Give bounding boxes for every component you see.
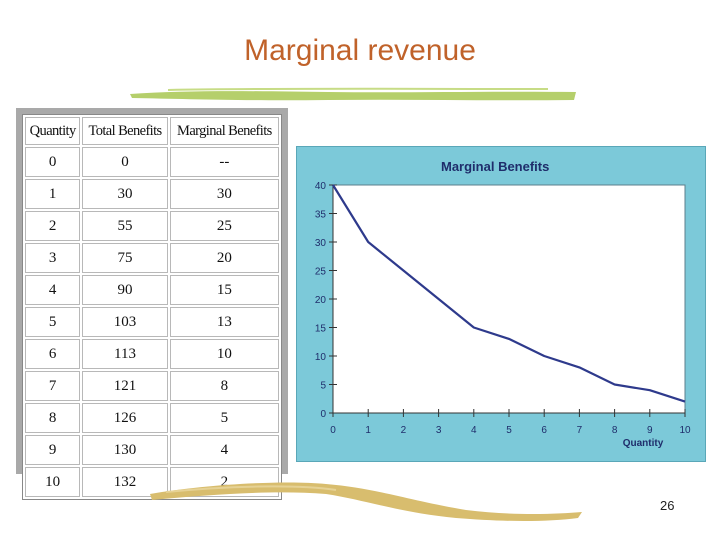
marginal-benefits-cell: 25 <box>169 211 279 241</box>
x-axis-label: Quantity <box>623 438 664 449</box>
quantity-cell: 6 <box>25 339 81 369</box>
marginal-benefits-cell: 2 <box>169 467 279 497</box>
y-tick-label: 40 <box>315 181 327 192</box>
slide-title: Marginal revenue <box>244 34 476 67</box>
marginal-benefits-cell: 5 <box>169 403 279 433</box>
marginal-benefits-cell: 10 <box>169 339 279 369</box>
table-header-row: Quantity Total Benefits Marginal Benefit… <box>25 117 279 145</box>
x-tick-label: 6 <box>541 425 547 436</box>
column-header-quantity: Quantity <box>25 117 81 145</box>
page-number: 26 <box>660 498 675 513</box>
marginal-benefits-cell: 8 <box>169 371 279 401</box>
quantity-cell: 0 <box>25 147 81 177</box>
x-tick-label: 1 <box>365 425 371 436</box>
y-tick-label: 5 <box>320 381 326 392</box>
total-benefits-cell: 30 <box>82 179 168 209</box>
y-tick-label: 25 <box>315 267 327 278</box>
column-header-total-benefits: Total Benefits <box>82 117 168 145</box>
benefits-table: Quantity Total Benefits Marginal Benefit… <box>22 114 282 500</box>
quantity-cell: 8 <box>25 403 81 433</box>
quantity-cell: 9 <box>25 435 81 465</box>
marginal-benefits-cell: 4 <box>169 435 279 465</box>
column-header-marginal-benefits: Marginal Benefits <box>169 117 279 145</box>
quantity-cell: 1 <box>25 179 81 209</box>
series-line <box>332 184 686 403</box>
marginal-benefits-chart: 0 5 10 15 20 25 30 35 40 0 1 2 3 4 5 6 7 8 9 10 Quantity <box>315 181 691 449</box>
table-row: 4 90 15 <box>25 275 279 305</box>
footer-brush <box>150 482 582 521</box>
table-row: 8 126 5 <box>25 403 279 433</box>
table-row: 1 30 30 <box>25 179 279 209</box>
marginal-benefits-chart-panel: Marginal Benefits 0 5 10 15 20 25 30 35 40 0 1 2 3 4 5… <box>296 146 706 462</box>
total-benefits-cell: 126 <box>82 403 168 433</box>
marginal-benefits-cell: 15 <box>169 275 279 305</box>
quantity-cell: 10 <box>25 467 81 497</box>
benefits-table-panel: Quantity Total Benefits Marginal Benefit… <box>16 108 288 500</box>
y-tick-label: 20 <box>315 295 327 306</box>
total-benefits-cell: 55 <box>82 211 168 241</box>
table-row: 5 103 13 <box>25 307 279 337</box>
table-row: 0 0 -- <box>25 147 279 177</box>
total-benefits-cell: 121 <box>82 371 168 401</box>
y-tick-label: 0 <box>320 409 326 420</box>
quantity-cell: 4 <box>25 275 81 305</box>
table-row: 6 113 10 <box>25 339 279 369</box>
table-row: 2 55 25 <box>25 211 279 241</box>
x-tick-label: 2 <box>401 425 407 436</box>
x-tick-label: 4 <box>471 425 477 436</box>
x-tick-label: 7 <box>577 425 583 436</box>
table-row: 10 132 2 <box>25 467 279 497</box>
y-tick-label: 30 <box>315 238 327 249</box>
quantity-cell: 7 <box>25 371 81 401</box>
x-tick-label: 5 <box>506 425 512 436</box>
x-tick-label: 9 <box>647 425 653 436</box>
quantity-cell: 3 <box>25 243 81 273</box>
x-tick-label: 0 <box>330 425 336 436</box>
chart-title: Marginal Benefits <box>441 159 550 174</box>
table-row: 3 75 20 <box>25 243 279 273</box>
total-benefits-cell: 113 <box>82 339 168 369</box>
title-underline-brush <box>130 87 576 101</box>
y-tick-label: 15 <box>315 324 327 335</box>
y-tick-label: 10 <box>315 352 327 363</box>
x-tick-label: 3 <box>436 425 442 436</box>
table-row: 9 130 4 <box>25 435 279 465</box>
x-tick-label: 10 <box>679 425 691 436</box>
total-benefits-cell: 130 <box>82 435 168 465</box>
x-tick-label: 8 <box>612 425 618 436</box>
total-benefits-cell: 0 <box>82 147 168 177</box>
total-benefits-cell: 75 <box>82 243 168 273</box>
marginal-benefits-cell: 13 <box>169 307 279 337</box>
quantity-cell: 5 <box>25 307 81 337</box>
quantity-cell: 2 <box>25 211 81 241</box>
marginal-benefits-cell: 20 <box>169 243 279 273</box>
marginal-benefits-cell: -- <box>169 147 279 177</box>
table-row: 7 121 8 <box>25 371 279 401</box>
y-tick-label: 35 <box>315 210 327 221</box>
marginal-benefits-cell: 30 <box>169 179 279 209</box>
total-benefits-cell: 103 <box>82 307 168 337</box>
plot-area <box>332 184 686 414</box>
total-benefits-cell: 132 <box>82 467 168 497</box>
total-benefits-cell: 90 <box>82 275 168 305</box>
